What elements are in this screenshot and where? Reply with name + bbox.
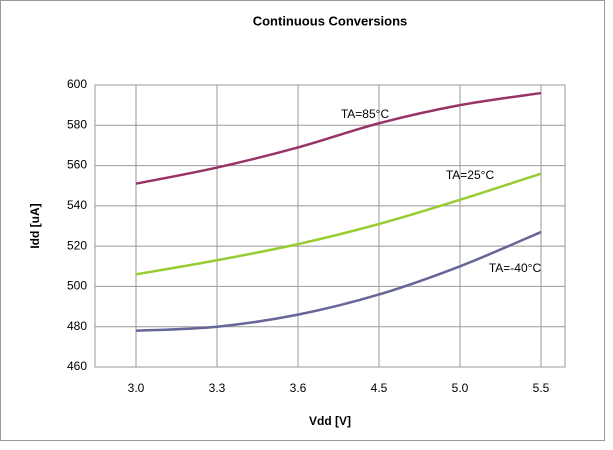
y-tick-label: 480 xyxy=(67,319,87,333)
plot-area xyxy=(94,84,566,368)
x-tick-label: 5.0 xyxy=(452,381,469,395)
y-tick-label: 560 xyxy=(67,158,87,172)
x-tick-label: 3.3 xyxy=(209,381,226,395)
x-tick-label: 3.0 xyxy=(128,381,145,395)
series-line xyxy=(135,230,542,332)
y-tick-label: 500 xyxy=(67,279,87,293)
y-tick-label: 600 xyxy=(67,77,87,91)
x-tick-label: 3.6 xyxy=(290,381,307,395)
series-label: TA=85°C xyxy=(341,107,390,121)
y-tick-label: 460 xyxy=(67,359,87,373)
series-line xyxy=(135,91,542,185)
y-tick-label: 580 xyxy=(67,117,87,131)
x-tick-label: 4.5 xyxy=(371,381,388,395)
y-tick-label: 520 xyxy=(67,238,87,252)
x-tick-label: 5.5 xyxy=(533,381,550,395)
series-label: TA=-40°C xyxy=(489,261,542,275)
x-axis-label: Vdd [V] xyxy=(309,414,351,428)
series-label: TA=25°C xyxy=(446,168,495,182)
y-axis-label: Idd [uA] xyxy=(28,203,42,248)
chart-title: Continuous Conversions xyxy=(253,13,408,28)
y-tick-label: 540 xyxy=(67,198,87,212)
series-line xyxy=(135,172,542,276)
